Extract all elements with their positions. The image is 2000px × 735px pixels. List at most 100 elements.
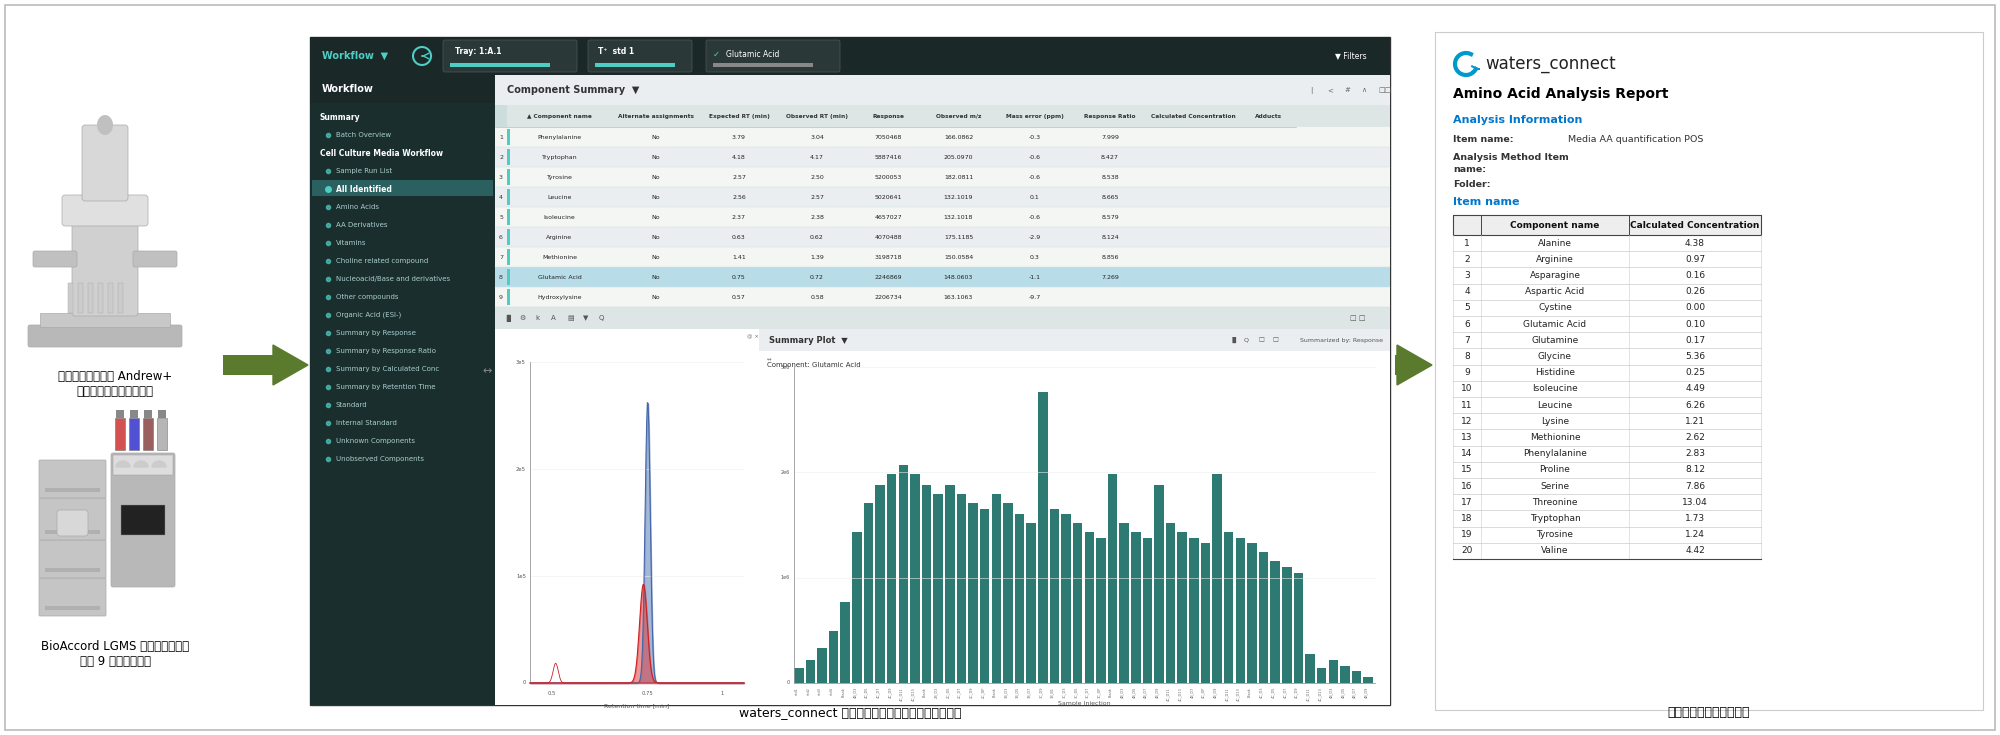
Text: 4C_D9: 4C_D9 [888, 687, 892, 698]
Text: 11: 11 [1462, 401, 1472, 409]
Text: 2.83: 2.83 [1684, 449, 1704, 458]
FancyBboxPatch shape [28, 325, 182, 347]
FancyBboxPatch shape [818, 648, 826, 683]
Text: 4070488: 4070488 [874, 234, 902, 240]
Text: 1e6: 1e6 [780, 576, 790, 580]
Text: No: No [652, 254, 660, 259]
Text: Response: Response [872, 113, 904, 118]
FancyBboxPatch shape [1050, 509, 1060, 683]
FancyBboxPatch shape [876, 485, 884, 683]
Text: waters_connect ワークフロー主導のデータレビュー: waters_connect ワークフロー主導のデータレビュー [738, 706, 962, 719]
FancyBboxPatch shape [62, 195, 148, 226]
Text: ▐▌: ▐▌ [1230, 337, 1240, 343]
FancyBboxPatch shape [112, 453, 176, 587]
FancyBboxPatch shape [508, 129, 510, 145]
Text: Observed m/z: Observed m/z [936, 113, 982, 118]
Text: -0.6: -0.6 [1028, 215, 1040, 220]
Text: 0: 0 [786, 681, 790, 686]
FancyBboxPatch shape [44, 568, 100, 572]
Text: 4B_D3: 4B_D3 [852, 687, 856, 698]
Text: Histidine: Histidine [1536, 368, 1576, 377]
Text: 4657027: 4657027 [874, 215, 902, 220]
FancyBboxPatch shape [794, 668, 804, 683]
FancyBboxPatch shape [1166, 523, 1176, 683]
Text: <: < [1328, 87, 1332, 93]
Text: 0.62: 0.62 [810, 234, 824, 240]
Text: 10: 10 [1462, 384, 1472, 393]
Text: Item name: Item name [1452, 197, 1520, 207]
Text: Choline related compound: Choline related compound [336, 258, 428, 264]
Text: Observed RT (min): Observed RT (min) [786, 113, 848, 118]
Text: No: No [652, 274, 660, 279]
Text: 2.62: 2.62 [1686, 433, 1704, 442]
Text: Cystine: Cystine [1538, 304, 1572, 312]
Text: 0.10: 0.10 [1684, 320, 1706, 329]
Text: Unobserved Components: Unobserved Components [336, 456, 424, 462]
Text: 14: 14 [1462, 449, 1472, 458]
Text: 3.79: 3.79 [732, 135, 746, 140]
Text: Other compounds: Other compounds [336, 294, 398, 300]
Text: 4B_D9: 4B_D9 [1214, 687, 1218, 698]
FancyBboxPatch shape [496, 147, 1390, 167]
Text: 8.427: 8.427 [1102, 154, 1118, 159]
Text: Summary: Summary [320, 112, 360, 121]
Text: 5: 5 [500, 215, 502, 220]
Text: Mass error (ppm): Mass error (ppm) [1006, 113, 1064, 118]
Text: -0.6: -0.6 [1028, 154, 1040, 159]
Text: 8.12: 8.12 [1684, 465, 1704, 474]
FancyBboxPatch shape [1062, 514, 1070, 683]
Text: A: A [552, 315, 556, 321]
FancyBboxPatch shape [312, 180, 492, 196]
Text: Component Summary  ▼: Component Summary ▼ [508, 85, 640, 95]
Text: 0.1: 0.1 [1030, 195, 1040, 199]
Text: 6.26: 6.26 [1684, 401, 1704, 409]
FancyBboxPatch shape [496, 75, 1390, 705]
Polygon shape [272, 345, 308, 385]
FancyBboxPatch shape [1236, 537, 1246, 683]
Text: 2B_D3: 2B_D3 [934, 687, 938, 698]
Text: Expected RT (min): Expected RT (min) [708, 113, 770, 118]
FancyBboxPatch shape [1258, 552, 1268, 683]
Text: Aspartic Acid: Aspartic Acid [1526, 287, 1584, 296]
FancyBboxPatch shape [496, 287, 1390, 307]
Text: Arginine: Arginine [1536, 255, 1574, 264]
Text: 4B_D5: 4B_D5 [1340, 687, 1344, 698]
Text: 2.50: 2.50 [810, 174, 824, 179]
FancyBboxPatch shape [40, 313, 170, 327]
FancyBboxPatch shape [706, 40, 840, 72]
Text: Summary by Calculated Conc: Summary by Calculated Conc [336, 366, 440, 372]
FancyBboxPatch shape [1190, 537, 1198, 683]
FancyBboxPatch shape [496, 105, 508, 127]
Text: 3C_D7: 3C_D7 [1086, 687, 1090, 698]
Text: 4C_D7: 4C_D7 [876, 687, 880, 698]
Text: Methionine: Methionine [542, 254, 576, 259]
Text: Amino Acids: Amino Acids [336, 204, 380, 210]
FancyBboxPatch shape [128, 418, 140, 450]
FancyBboxPatch shape [840, 602, 850, 683]
FancyBboxPatch shape [946, 485, 954, 683]
Text: Blank: Blank [842, 687, 846, 697]
FancyBboxPatch shape [1014, 514, 1024, 683]
Text: No: No [652, 135, 660, 140]
Text: 1.41: 1.41 [732, 254, 746, 259]
Text: Leucine: Leucine [548, 195, 572, 199]
Text: Folder:: Folder: [1452, 180, 1490, 189]
FancyBboxPatch shape [760, 329, 1390, 705]
Text: 7: 7 [1464, 336, 1470, 345]
Text: Glycine: Glycine [1538, 352, 1572, 361]
Text: Tryptophan: Tryptophan [542, 154, 578, 159]
Text: No: No [652, 195, 660, 199]
Text: 148.0603: 148.0603 [944, 274, 974, 279]
FancyBboxPatch shape [1282, 567, 1292, 683]
Text: 4C_D5: 4C_D5 [864, 687, 868, 698]
Text: Glutamine: Glutamine [1532, 336, 1578, 345]
Text: 8: 8 [500, 274, 502, 279]
Text: 2: 2 [500, 154, 504, 159]
Text: □ □: □ □ [1350, 315, 1366, 321]
Text: Lysine: Lysine [1540, 417, 1570, 426]
FancyBboxPatch shape [56, 510, 88, 536]
Text: ▐▌: ▐▌ [504, 315, 514, 322]
Text: 9: 9 [500, 295, 504, 299]
Text: Asparagine: Asparagine [1530, 271, 1580, 280]
Text: Leucine: Leucine [1538, 401, 1572, 409]
